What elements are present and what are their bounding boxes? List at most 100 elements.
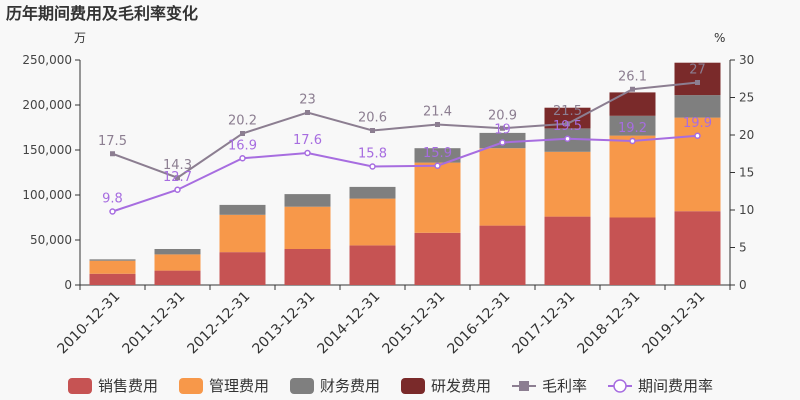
legend-label: 研发费用 (431, 377, 491, 395)
legend-label: 管理费用 (209, 377, 269, 395)
bar-segment (674, 62, 721, 96)
left-axis-unit: 万 (74, 31, 86, 45)
x-tick-label: 2013-12-31 (249, 289, 318, 358)
bar-segment (284, 249, 331, 285)
line-point (239, 155, 246, 162)
data-label: 21.5 (553, 104, 582, 119)
data-label: 15.9 (423, 146, 452, 161)
right-axis-unit: % (714, 31, 725, 45)
x-tick-label: 2010-12-31 (54, 289, 123, 358)
x-tick-label: 2018-12-31 (574, 289, 643, 358)
bar-segment (479, 148, 526, 226)
line-point (174, 186, 181, 193)
line-point (110, 151, 115, 157)
bar-segment (349, 245, 396, 285)
bar-segment (544, 151, 591, 217)
data-label: 17.6 (293, 133, 322, 148)
data-label: 26.1 (618, 69, 647, 84)
bar-segment (89, 273, 136, 285)
bar-segment (544, 107, 591, 129)
bar-segment (544, 216, 591, 285)
x-tick-label: 2012-12-31 (184, 289, 253, 358)
right-tick-label: 25 (739, 91, 754, 105)
chart-title: 历年期间费用及毛利率变化 (6, 4, 198, 23)
legend-swatch (290, 378, 314, 394)
data-label: 12.7 (163, 170, 192, 185)
right-tick-label: 5 (739, 241, 747, 255)
legend-label: 财务费用 (320, 377, 380, 395)
bar-segment (219, 204, 266, 215)
bar-segment (154, 270, 201, 285)
left-tick-label: 150,000 (22, 143, 72, 157)
bar-segment (154, 249, 201, 255)
bar-segment (219, 214, 266, 253)
left-tick-label: 250,000 (22, 53, 72, 67)
legend-swatch (68, 378, 92, 394)
legend-marker (519, 381, 529, 391)
line-point (240, 131, 245, 136)
bar-segment (414, 232, 461, 285)
data-label: 9.8 (102, 192, 123, 207)
line-point (175, 175, 180, 181)
line-point (564, 135, 571, 142)
legend-marker (613, 379, 627, 393)
line-point (369, 163, 376, 170)
x-tick-label: 2015-12-31 (379, 289, 448, 358)
right-tick-label: 0 (739, 278, 747, 292)
bar-segment (414, 162, 461, 233)
data-label: 23 (299, 93, 316, 108)
bar-segment (479, 225, 526, 285)
line-point (304, 149, 311, 157)
data-label: 17.5 (98, 134, 127, 149)
legend-swatch (401, 378, 425, 394)
line-point (370, 128, 375, 133)
x-tick-label: 2014-12-31 (314, 289, 383, 358)
bar-segment (609, 115, 656, 136)
left-tick-label: 50,000 (30, 233, 72, 247)
line-point (630, 86, 635, 92)
bar-segment (89, 260, 136, 274)
legend: 销售费用 管理费用 财务费用 研发费用 毛利率 期间费用率 (68, 377, 713, 395)
line-point (109, 208, 116, 215)
data-label: 15.8 (358, 147, 387, 162)
line-point (695, 80, 700, 85)
right-tick-label: 15 (739, 166, 754, 180)
series-line (112, 81, 698, 179)
line-point (694, 132, 701, 139)
legend-label: 销售费用 (98, 377, 158, 395)
bar-segment (414, 148, 461, 163)
lines: 17.5 14.3 20.2 23 20.6 21.4 20.9 21.5 26.1 27 9.8 1… (98, 63, 712, 215)
data-label: 27 (689, 63, 706, 78)
data-label: 19 (494, 123, 511, 138)
x-tick-label: 2011-12-31 (119, 289, 188, 358)
right-tick-label: 30 (739, 53, 754, 67)
data-label: 19.2 (618, 121, 647, 136)
x-tick-label: 2017-12-31 (509, 289, 578, 358)
data-label: 20.9 (488, 108, 517, 123)
x-tick-label: 2019-12-31 (639, 289, 708, 358)
bar-segment (154, 254, 201, 271)
line-point (434, 162, 441, 169)
right-tick-label: 10 (739, 203, 754, 217)
data-label: 14.3 (163, 158, 192, 173)
line-point (629, 137, 636, 145)
x-tick-label: 2016-12-31 (444, 289, 513, 358)
bar-segment (674, 117, 721, 212)
left-tick-label: 100,000 (22, 188, 72, 202)
bar-segment (674, 95, 721, 118)
line-point (305, 110, 310, 115)
bar-segment (609, 92, 656, 116)
bar-segment (219, 252, 266, 285)
series-line (112, 134, 698, 213)
bar-segment (609, 135, 656, 218)
line-point (499, 139, 506, 146)
line-point (435, 122, 440, 127)
data-label: 19.5 (553, 119, 582, 134)
bars (89, 62, 721, 285)
line-point (565, 121, 570, 127)
bar-segment (349, 198, 396, 246)
line-point (500, 125, 505, 131)
bar-segment (284, 206, 331, 249)
legend-label: 期间费用率 (638, 377, 713, 395)
